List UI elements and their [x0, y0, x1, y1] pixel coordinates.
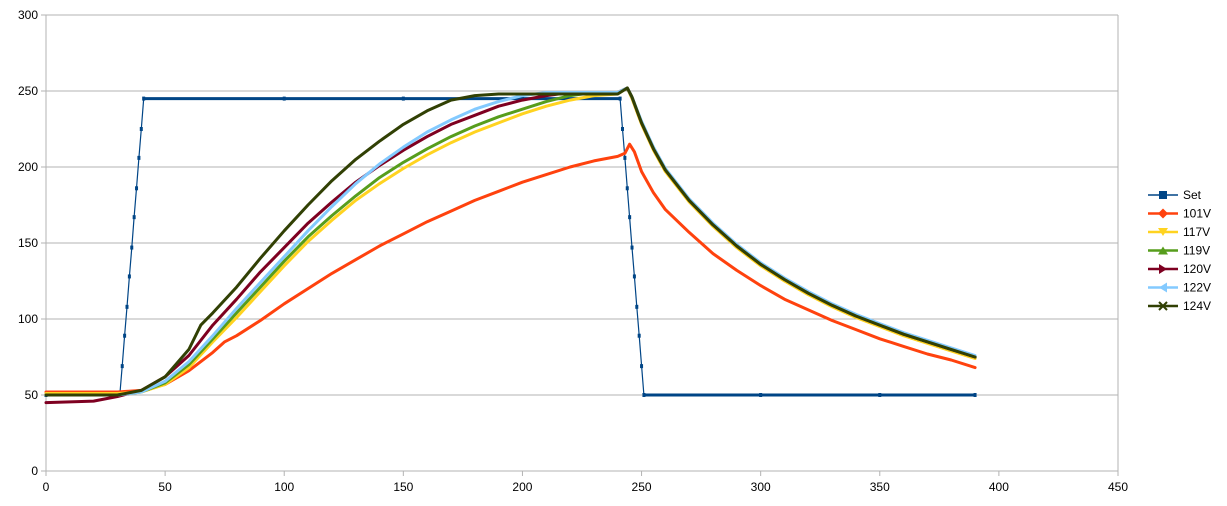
data-point: [139, 127, 143, 131]
x-tick-label: 350: [870, 480, 890, 494]
data-point: [630, 245, 634, 250]
series-122V: [44, 86, 977, 397]
series-117V: [44, 86, 977, 395]
legend: Set 101V 117V 119V 120V 122V 124V: [1148, 188, 1211, 313]
legend-label: Set: [1183, 188, 1202, 202]
legend-item: 124V: [1148, 299, 1211, 313]
legend-label: 124V: [1183, 299, 1211, 313]
data-point: [637, 333, 641, 338]
series-119V: [44, 86, 977, 397]
y-tick-label: 300: [18, 8, 38, 22]
series-line-Set: [45, 98, 976, 396]
data-point: [623, 155, 627, 160]
x-tick-label: 200: [512, 480, 532, 494]
y-tick-label: 100: [18, 312, 38, 326]
legend-label: 117V: [1183, 225, 1210, 239]
data-point: [120, 364, 124, 369]
data-point: [125, 304, 129, 309]
series-Set: [44, 96, 977, 397]
data-point: [625, 186, 629, 191]
axes: [41, 14, 1119, 476]
x-tick-label: 300: [751, 480, 771, 494]
y-axis-tick-labels: 0 50 100 150 200 250 300: [18, 8, 38, 478]
gridlines: [46, 14, 1118, 472]
series-lines: [44, 86, 977, 405]
data-point: [640, 364, 644, 369]
series-101V: [44, 142, 977, 394]
x-tick-label: 50: [158, 480, 172, 494]
legend-marker-x: [1158, 301, 1168, 311]
data-point: [632, 274, 636, 279]
data-point: [620, 127, 624, 131]
legend-item: 117V: [1148, 225, 1210, 239]
y-tick-label: 200: [18, 160, 38, 174]
y-tick-label: 0: [31, 464, 38, 478]
x-axis-tick-labels: 0 50 100 150 200 250 300 350 400 450: [43, 480, 1129, 494]
legend-item: 120V: [1148, 262, 1211, 276]
legend-item: 101V: [1148, 207, 1211, 221]
series-124V: [44, 86, 977, 397]
legend-marker-triangle-right: [1159, 264, 1167, 274]
y-tick-label: 150: [18, 236, 38, 250]
x-tick-label: 150: [393, 480, 413, 494]
data-point: [137, 155, 141, 160]
data-point: [635, 304, 639, 309]
data-point: [123, 333, 127, 338]
y-tick-label: 250: [18, 84, 38, 98]
series-line-124V: [44, 86, 977, 397]
data-point: [132, 215, 136, 220]
data-point: [628, 215, 632, 220]
legend-label: 120V: [1183, 262, 1211, 276]
legend-label: 101V: [1183, 207, 1211, 221]
data-point: [135, 186, 139, 191]
y-tick-label: 50: [25, 388, 39, 402]
legend-marker-square: [1159, 191, 1167, 199]
x-tick-label: 400: [989, 480, 1009, 494]
legend-marker-diamond: [1158, 208, 1168, 219]
series-line-101V: [44, 142, 977, 394]
legend-label: 122V: [1183, 281, 1211, 295]
legend-item: Set: [1148, 188, 1202, 202]
x-tick-label: 0: [43, 480, 50, 494]
legend-marker-triangle-down: [1158, 228, 1168, 236]
legend-item: 122V: [1148, 281, 1211, 295]
legend-label: 119V: [1183, 244, 1210, 258]
x-tick-label: 100: [274, 480, 294, 494]
series-line-119V: [44, 86, 977, 397]
series-line-117V: [44, 86, 977, 395]
legend-marker-triangle-up: [1158, 246, 1168, 255]
data-point: [130, 245, 134, 250]
x-marker-stroke: [1158, 301, 1168, 311]
series-line-122V: [44, 86, 977, 397]
legend-marker-triangle-left: [1159, 282, 1167, 293]
data-point: [127, 274, 131, 279]
x-tick-label: 250: [632, 480, 652, 494]
legend-item: 119V: [1148, 244, 1210, 258]
x-tick-label: 450: [1108, 480, 1128, 494]
